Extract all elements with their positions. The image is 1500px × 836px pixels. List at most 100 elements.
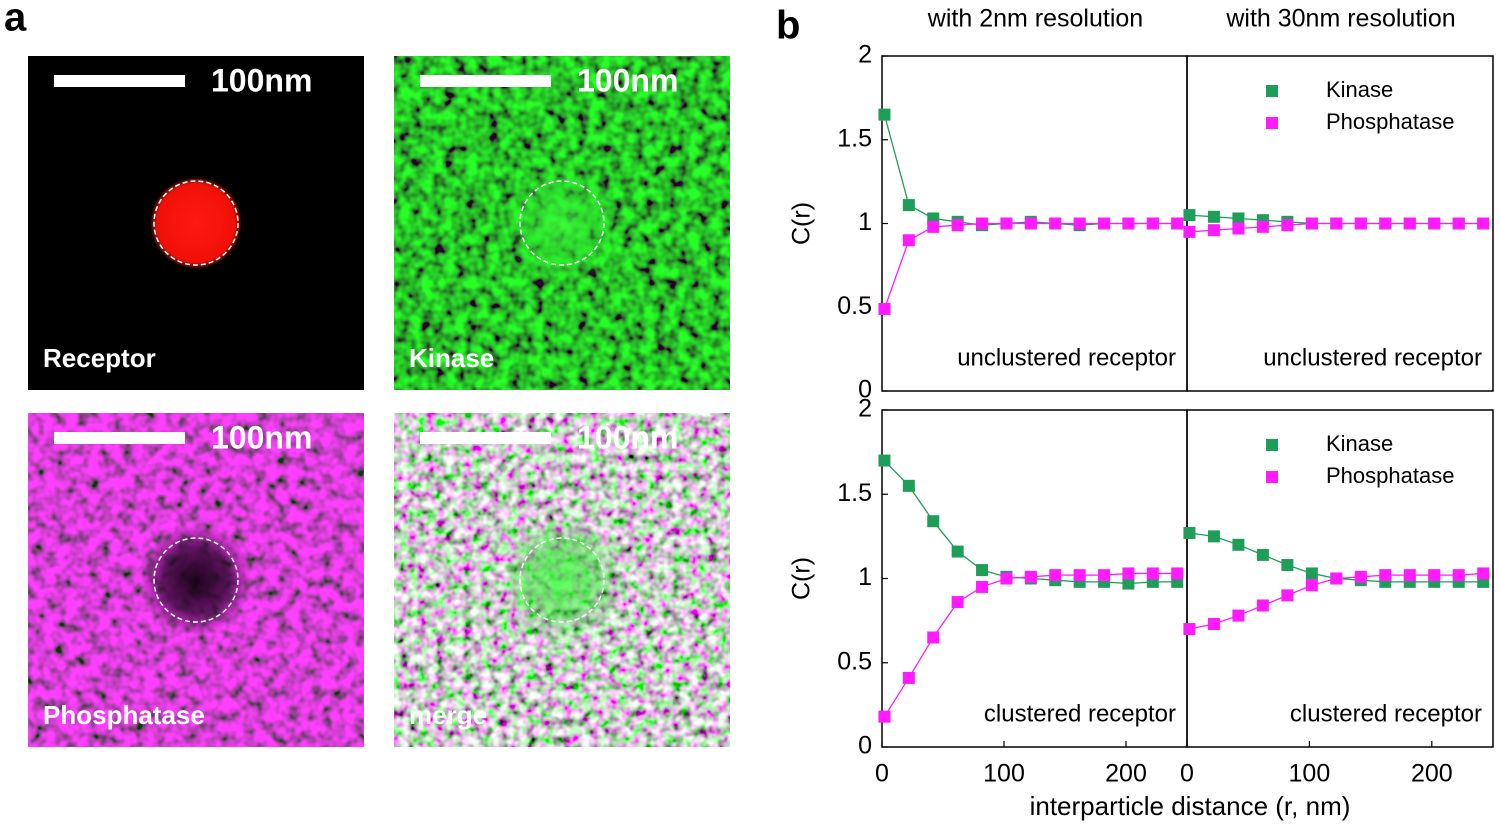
scale-label: 100nm xyxy=(577,419,678,455)
series-line xyxy=(883,222,1178,310)
micrograph: 100nm Receptor xyxy=(28,56,364,390)
data-marker xyxy=(1183,623,1196,636)
data-marker xyxy=(951,596,964,609)
data-marker xyxy=(1379,569,1392,582)
data-marker xyxy=(1477,567,1490,580)
x-tick-label: 0 xyxy=(875,760,889,788)
data-marker xyxy=(1207,617,1220,630)
data-marker xyxy=(1305,217,1318,230)
scale-bar xyxy=(54,75,185,87)
scale-bar xyxy=(420,75,551,87)
panel-label: a xyxy=(4,0,27,40)
legend-label: Phosphatase xyxy=(1326,109,1454,134)
column-title: with 2nm resolution xyxy=(927,5,1143,33)
data-marker xyxy=(878,108,891,121)
y-axis-label: C(r) xyxy=(788,557,816,600)
y-tick-label: 2 xyxy=(858,41,872,69)
x-tick-label: 100 xyxy=(1289,760,1331,788)
receptor-outline xyxy=(519,180,605,266)
micrograph: 100nm Phosphatase xyxy=(28,413,364,747)
annotation: clustered receptor xyxy=(1290,700,1482,727)
center-signal xyxy=(500,161,624,285)
data-marker xyxy=(1232,538,1245,551)
data-marker xyxy=(1232,609,1245,622)
data-marker xyxy=(927,631,940,644)
data-marker xyxy=(1379,217,1392,230)
plot-frame xyxy=(1186,55,1494,392)
image-label: Phosphatase xyxy=(43,700,205,730)
data-marker xyxy=(1073,217,1086,230)
micrograph: 100nm Kinase xyxy=(394,56,730,390)
data-marker xyxy=(1122,217,1135,230)
data-marker xyxy=(1122,567,1135,580)
data-marker xyxy=(1049,569,1062,582)
data-marker xyxy=(1000,217,1013,230)
data-marker xyxy=(1403,217,1416,230)
legend-marker xyxy=(1266,85,1278,97)
data-marker xyxy=(878,302,891,315)
legend-label: Kinase xyxy=(1326,77,1393,102)
data-marker xyxy=(1305,579,1318,592)
data-marker xyxy=(927,515,940,528)
data-marker xyxy=(1122,577,1135,590)
legend-label: Kinase xyxy=(1326,431,1393,456)
micrograph: 100nm merge xyxy=(394,413,730,747)
data-marker xyxy=(1256,599,1269,612)
data-marker xyxy=(1183,527,1196,540)
annotation: clustered receptor xyxy=(984,700,1176,727)
data-marker xyxy=(1330,572,1343,585)
data-marker xyxy=(878,710,891,723)
center-signal xyxy=(500,518,624,642)
scale-label: 100nm xyxy=(211,419,312,455)
y-tick-label: 1 xyxy=(858,563,872,591)
data-marker xyxy=(1256,548,1269,561)
scale-bar xyxy=(420,432,551,444)
panel-label: b xyxy=(776,4,800,48)
x-tick-label: 100 xyxy=(983,760,1025,788)
data-marker xyxy=(1232,222,1245,235)
data-marker xyxy=(902,199,915,212)
column-title: with 30nm resolution xyxy=(1225,5,1455,33)
x-tick-label: 0 xyxy=(1180,760,1194,788)
receptor-outline xyxy=(519,537,605,623)
scale-label: 100nm xyxy=(211,62,312,98)
scale-bar xyxy=(54,432,185,444)
plot-frame xyxy=(1186,409,1494,748)
x-axis-label: interparticle distance (r, nm) xyxy=(1030,791,1351,821)
data-marker xyxy=(1305,567,1318,580)
data-marker xyxy=(1049,217,1062,230)
data-marker xyxy=(1146,567,1159,580)
legend-marker xyxy=(1266,117,1278,129)
center-signal xyxy=(141,525,251,635)
y-tick-label: 2 xyxy=(858,395,872,423)
annotation: unclustered receptor xyxy=(957,344,1176,371)
receptor-outline xyxy=(153,537,239,623)
data-marker xyxy=(1098,569,1111,582)
image-label: merge xyxy=(409,700,487,730)
data-marker xyxy=(1354,570,1367,583)
data-marker xyxy=(951,545,964,558)
data-marker xyxy=(902,479,915,492)
y-tick-label: 0.5 xyxy=(837,647,872,675)
data-marker xyxy=(976,564,989,577)
y-tick-label: 0 xyxy=(858,732,872,760)
data-marker xyxy=(1281,219,1294,232)
data-marker xyxy=(1207,210,1220,223)
data-marker xyxy=(1073,569,1086,582)
data-marker xyxy=(1024,570,1037,583)
data-marker xyxy=(902,671,915,684)
data-marker xyxy=(878,454,891,467)
data-marker xyxy=(976,217,989,230)
y-tick-label: 1.5 xyxy=(837,124,872,152)
receptor-spot xyxy=(150,177,242,269)
data-marker xyxy=(1183,225,1196,238)
data-marker xyxy=(1281,559,1294,572)
data-marker xyxy=(1171,217,1184,230)
data-marker xyxy=(1207,224,1220,237)
data-marker xyxy=(1452,217,1465,230)
legend-label: Phosphatase xyxy=(1326,463,1454,488)
data-marker xyxy=(1428,569,1441,582)
data-marker xyxy=(1024,217,1037,230)
receptor-outline xyxy=(153,180,239,266)
